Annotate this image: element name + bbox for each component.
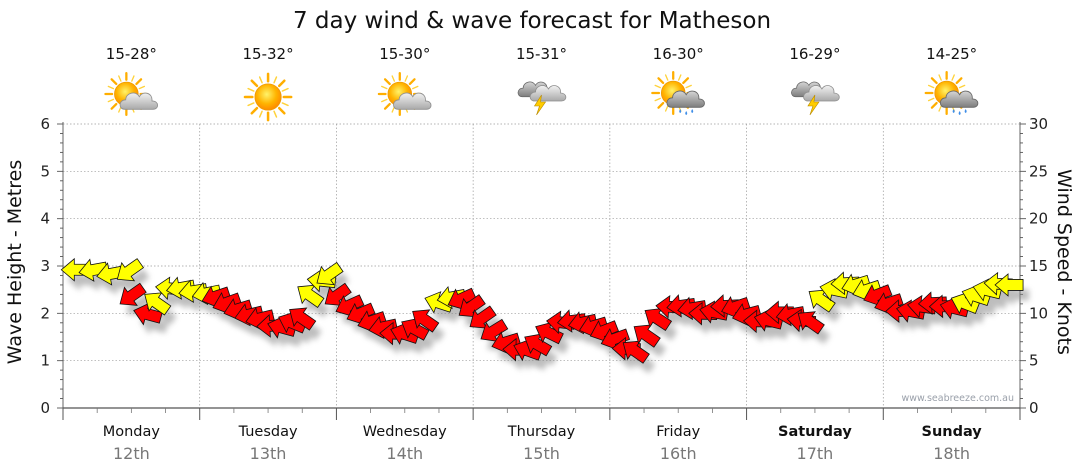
right-tick-label: 25 (1029, 162, 1048, 180)
wind-arrow (775, 302, 806, 327)
storm-icon (518, 82, 566, 115)
gridlines (62, 122, 1021, 420)
wind-arrow (819, 278, 850, 302)
day-labels: Monday 12th Tuesday 13th Wednesday 14th Thursd… (103, 424, 983, 463)
day-date: 15th (523, 444, 560, 463)
left-tick-label: 2 (40, 304, 50, 322)
day-date: 18th (933, 444, 970, 463)
wind-arrow (116, 258, 145, 282)
partly-cloudy-icon (379, 73, 431, 115)
wave-height-axis: 0 1 2 3 4 5 6 (40, 115, 63, 417)
day-name: Saturday (778, 424, 852, 440)
day-date: 16th (660, 444, 697, 463)
day-name: Thursday (507, 424, 576, 440)
wind-arrow (412, 309, 440, 333)
day-date: 12th (113, 444, 150, 463)
wind-arrow (994, 273, 1024, 297)
wind-arrow (316, 261, 344, 286)
day-temperature: 15-28° (106, 45, 157, 63)
right-tick-label: 30 (1029, 115, 1048, 133)
day-temperature: 15-31° (516, 45, 567, 63)
wind-arrow-shadow (123, 268, 150, 291)
partly-cloudy-icon (105, 73, 157, 115)
storm-icon (791, 82, 839, 115)
left-tick-label: 0 (40, 399, 50, 417)
day-temperature: 14-25° (926, 45, 977, 63)
left-tick-label: 1 (40, 352, 50, 370)
left-axis-label: Wave Height - Metres (4, 160, 26, 364)
right-tick-label: 15 (1029, 257, 1048, 275)
day-temperature: 15-32° (243, 45, 294, 63)
wind-speed-axis: 0 5 10 15 20 25 30 (1020, 115, 1048, 417)
day-name: Tuesday (238, 424, 298, 440)
day-headers: 15-28° 15-32° 15-30° 15-31° 16-30° 16-29° 14-2… (105, 45, 977, 120)
left-tick-label: 5 (40, 162, 50, 180)
wind-arrow (797, 311, 825, 335)
wind-arrow (289, 307, 317, 331)
wind-arrow (368, 315, 398, 340)
wind-arrows (60, 257, 1024, 364)
day-temperature: 16-29° (789, 45, 840, 63)
sunny-icon (245, 74, 291, 120)
wind-arrow (144, 292, 172, 316)
sun-rain-icon (926, 72, 978, 115)
day-name: Wednesday (363, 424, 447, 440)
sun-rain-icon (652, 72, 704, 115)
right-axis-label: Wind Speed - Knots (1053, 169, 1075, 355)
day-date: 13th (250, 444, 287, 463)
left-tick-label: 3 (40, 257, 50, 275)
day-date: 17th (797, 444, 834, 463)
wind-arrow (699, 300, 729, 324)
watermark: www.seabreeze.com.au (902, 393, 1015, 404)
day-name: Friday (656, 424, 700, 440)
right-tick-label: 10 (1029, 304, 1048, 322)
day-name: Monday (103, 424, 161, 440)
day-name: Sunday (922, 424, 983, 440)
right-tick-label: 20 (1029, 210, 1048, 228)
chart-title: 7 day wind & wave forecast for Matheson (293, 8, 771, 34)
day-date: 14th (386, 444, 423, 463)
left-tick-label: 4 (40, 210, 50, 228)
right-tick-label: 5 (1029, 352, 1039, 370)
left-tick-label: 6 (40, 115, 50, 133)
day-temperature: 16-30° (653, 45, 704, 63)
right-tick-label: 0 (1029, 399, 1039, 417)
day-temperature: 15-30° (379, 45, 430, 63)
wind-arrow (119, 282, 147, 306)
